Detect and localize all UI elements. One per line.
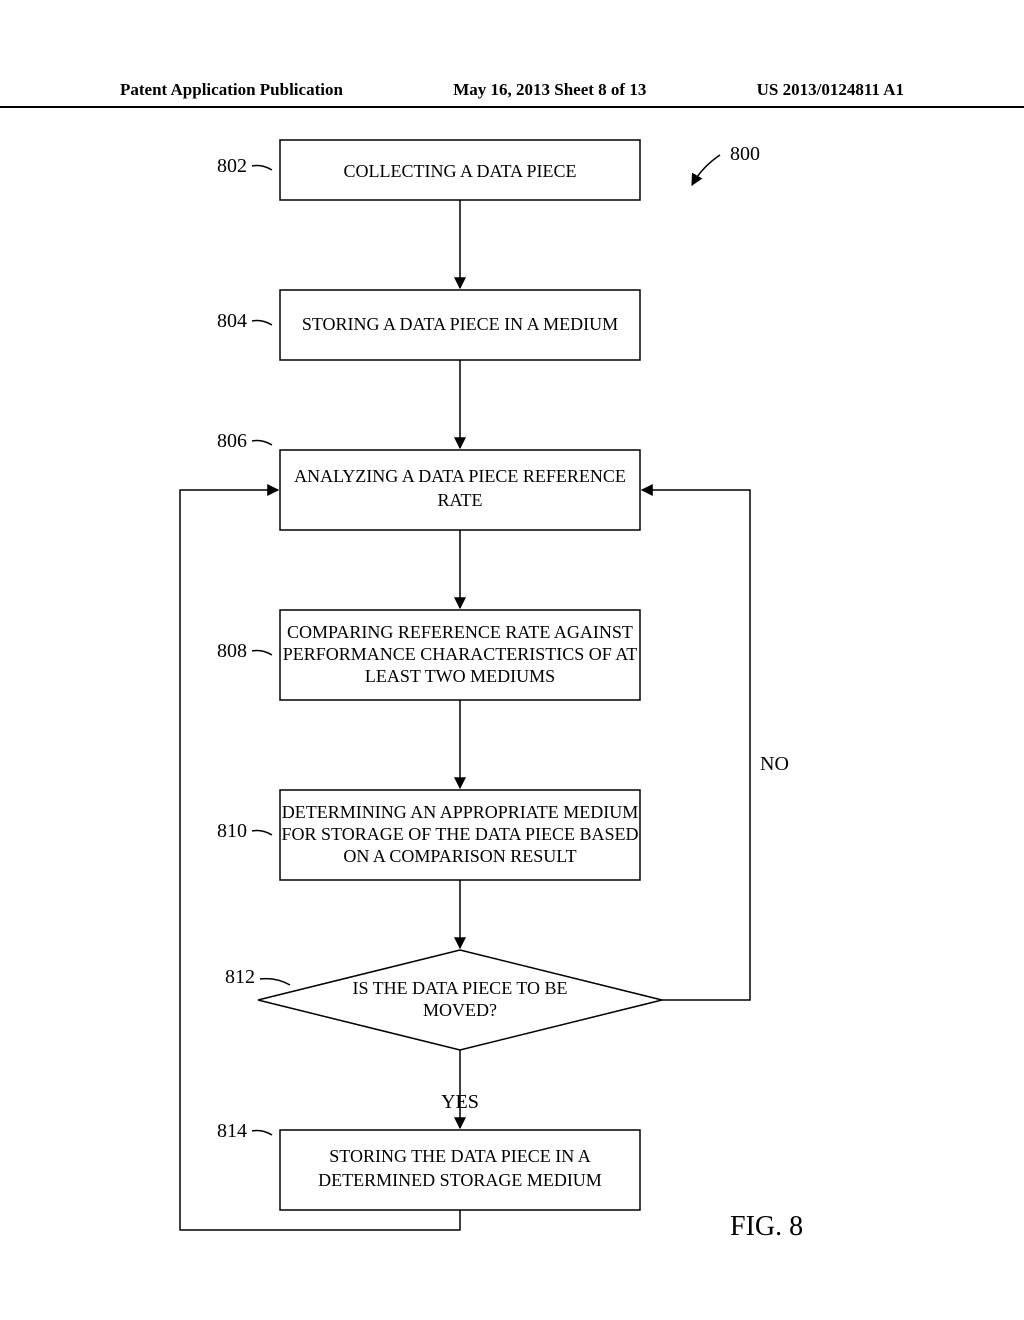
- node-810-line2: FOR STORAGE OF THE DATA PIECE BASED: [282, 824, 639, 844]
- node-814-line1: STORING THE DATA PIECE IN A: [329, 1146, 590, 1166]
- ref-808: 808: [217, 640, 247, 662]
- node-812: IS THE DATA PIECE TO BE MOVED? 812: [225, 950, 662, 1050]
- node-806-line1: ANALYZING A DATA PIECE REFERENCE: [294, 466, 626, 486]
- node-802-line1: COLLECTING A DATA PIECE: [343, 161, 576, 181]
- label-no: NO: [760, 753, 789, 775]
- node-802: COLLECTING A DATA PIECE 802: [217, 140, 640, 200]
- node-808: COMPARING REFERENCE RATE AGAINST PERFORM…: [217, 610, 640, 700]
- figure-ref-800: 800: [692, 143, 760, 185]
- node-814-line2: DETERMINED STORAGE MEDIUM: [318, 1170, 602, 1190]
- node-806-line2: RATE: [438, 490, 483, 510]
- ref-800: 800: [730, 143, 760, 165]
- node-804: STORING A DATA PIECE IN A MEDIUM 804: [217, 290, 640, 360]
- ref-806: 806: [217, 430, 247, 452]
- node-806: ANALYZING A DATA PIECE REFERENCE RATE 80…: [217, 430, 640, 530]
- edge-812-806-no: [642, 490, 750, 1000]
- node-808-line1: COMPARING REFERENCE RATE AGAINST: [287, 622, 633, 642]
- node-804-line1: STORING A DATA PIECE IN A MEDIUM: [302, 314, 618, 334]
- ref-802: 802: [217, 155, 247, 177]
- node-810-line1: DETERMINING AN APPROPRIATE MEDIUM: [282, 802, 639, 822]
- node-812-line2: MOVED?: [423, 1000, 497, 1020]
- page: Patent Application Publication May 16, 2…: [0, 0, 1024, 1320]
- node-808-line3: LEAST TWO MEDIUMS: [365, 666, 555, 686]
- node-812-line1: IS THE DATA PIECE TO BE: [352, 978, 567, 998]
- flowchart: 800 COLLECTING A DATA PIECE 802 STORING …: [0, 0, 1024, 1320]
- label-yes: YES: [441, 1091, 479, 1113]
- ref-812: 812: [225, 966, 255, 988]
- figure-label: FIG. 8: [730, 1211, 803, 1242]
- node-814: STORING THE DATA PIECE IN A DETERMINED S…: [217, 1120, 640, 1210]
- ref-810: 810: [217, 820, 247, 842]
- ref-804: 804: [217, 310, 247, 332]
- node-810-line3: ON A COMPARISON RESULT: [343, 846, 576, 866]
- node-810: DETERMINING AN APPROPRIATE MEDIUM FOR ST…: [217, 790, 640, 880]
- ref-814: 814: [217, 1120, 247, 1142]
- node-808-line2: PERFORMANCE CHARACTERISTICS OF AT: [283, 644, 638, 664]
